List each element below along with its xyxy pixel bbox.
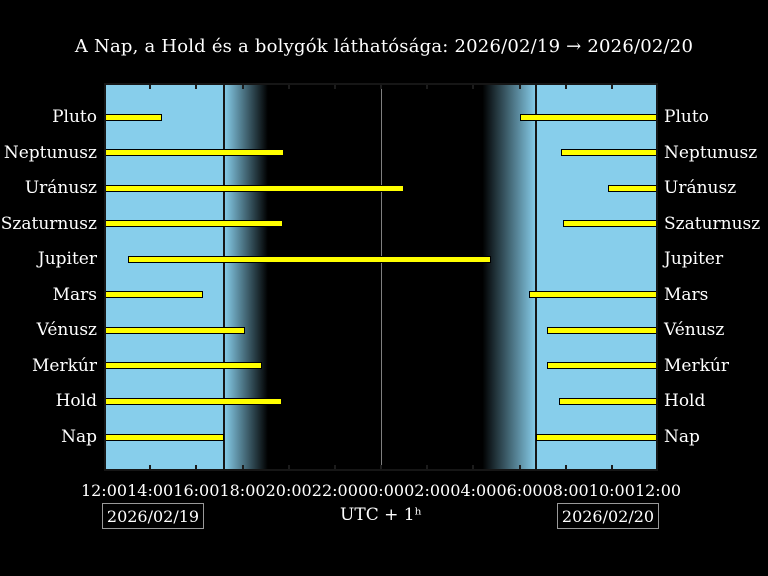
visibility-bar-uranusz [608,184,658,192]
row-label-left-nap: Nap [61,427,97,447]
row-label-left-venusz: Vénusz [36,320,97,341]
axis-tick [564,465,567,471]
x-tick-label: 00:00 [357,481,405,500]
plot-area [104,83,658,471]
x-tick-label: 22:00 [311,481,358,500]
axis-tick [333,465,336,471]
row-label-left-szaturnusz: Szaturnusz [0,213,97,234]
visibility-bar-merkur [104,362,263,370]
timezone-label: UTC + 1ʰ [340,505,422,525]
row-label-right-jupiter: Jupiter [664,249,724,270]
visibility-bar-szaturnusz [104,220,284,228]
axis-tick [287,83,290,89]
row-label-left-uranusz: Uránusz [24,178,97,199]
axis-tick [195,465,198,471]
axis-tick [149,465,152,471]
row-label-right-pluto: Pluto [664,107,709,127]
visibility-bar-pluto [104,113,162,121]
row-label-left-merkur: Merkúr [32,355,97,376]
date-box-left: 2026/02/19 [102,503,204,529]
row-label-left-jupiter: Jupiter [37,249,97,270]
midnight-line [380,83,382,471]
row-label-right-nap: Nap [664,427,700,447]
visibility-bar-hold [104,397,283,405]
visibility-bar-merkur [547,362,658,370]
sunrise-line [535,83,538,471]
row-label-right-mars: Mars [664,284,709,305]
axis-tick [287,465,290,471]
visibility-bar-uranusz [104,184,405,192]
x-tick-label: 08:00 [542,481,589,500]
visibility-bar-szaturnusz [563,220,658,228]
sunset-line [223,83,226,471]
visibility-bar-nap [104,433,225,441]
x-tick-label: 14:00 [127,481,174,500]
x-tick-label: 04:00 [450,481,497,500]
row-label-left-neptunusz: Neptunusz [3,142,97,163]
visibility-bar-venusz [547,326,658,334]
row-label-right-neptunusz: Neptunusz [664,142,758,163]
row-label-left-pluto: Pluto [52,107,97,127]
x-tick-label: 18:00 [219,481,266,500]
x-tick-label: 06:00 [496,481,543,500]
x-tick-label: 10:00 [588,481,635,500]
axis-tick [564,83,567,89]
visibility-bar-mars [528,291,658,299]
row-label-right-szaturnusz: Szaturnusz [664,213,761,234]
row-label-right-venusz: Vénusz [664,320,725,341]
axis-tick [241,83,244,89]
visibility-bar-jupiter [127,255,492,263]
x-tick-label: 16:00 [173,481,220,500]
x-tick-label: 12:00 [634,481,682,500]
axis-tick [518,83,521,89]
axis-tick [380,465,382,471]
row-label-right-uranusz: Uránusz [664,178,737,199]
visibility-bar-pluto [519,113,658,121]
axis-tick [195,83,198,89]
date-box-right: 2026/02/20 [557,503,659,529]
visibility-bar-venusz [104,326,245,334]
visibility-bar-neptunusz [104,149,285,157]
axis-tick [472,83,475,89]
row-label-left-hold: Hold [55,391,97,412]
axis-tick [333,83,336,89]
axis-tick [149,83,152,89]
axis-tick [380,83,382,89]
visibility-bar-neptunusz [561,149,658,157]
visibility-bar-nap [536,433,658,441]
x-tick-label: 02:00 [404,481,451,500]
axis-tick [518,465,521,471]
axis-tick [426,83,429,89]
x-tick-label: 12:00 [80,481,128,500]
chart-title: A Nap, a Hold és a bolygók láthatósága: … [74,36,694,57]
row-label-left-mars: Mars [52,284,97,305]
row-label-right-hold: Hold [664,391,706,412]
x-tick-label: 20:00 [265,481,312,500]
axis-tick [426,465,429,471]
axis-tick [610,83,613,89]
row-label-right-merkur: Merkúr [664,355,729,376]
axis-tick [241,465,244,471]
axis-tick [472,465,475,471]
axis-tick [610,465,613,471]
visibility-bar-mars [104,291,204,299]
visibility-bar-hold [558,397,658,405]
